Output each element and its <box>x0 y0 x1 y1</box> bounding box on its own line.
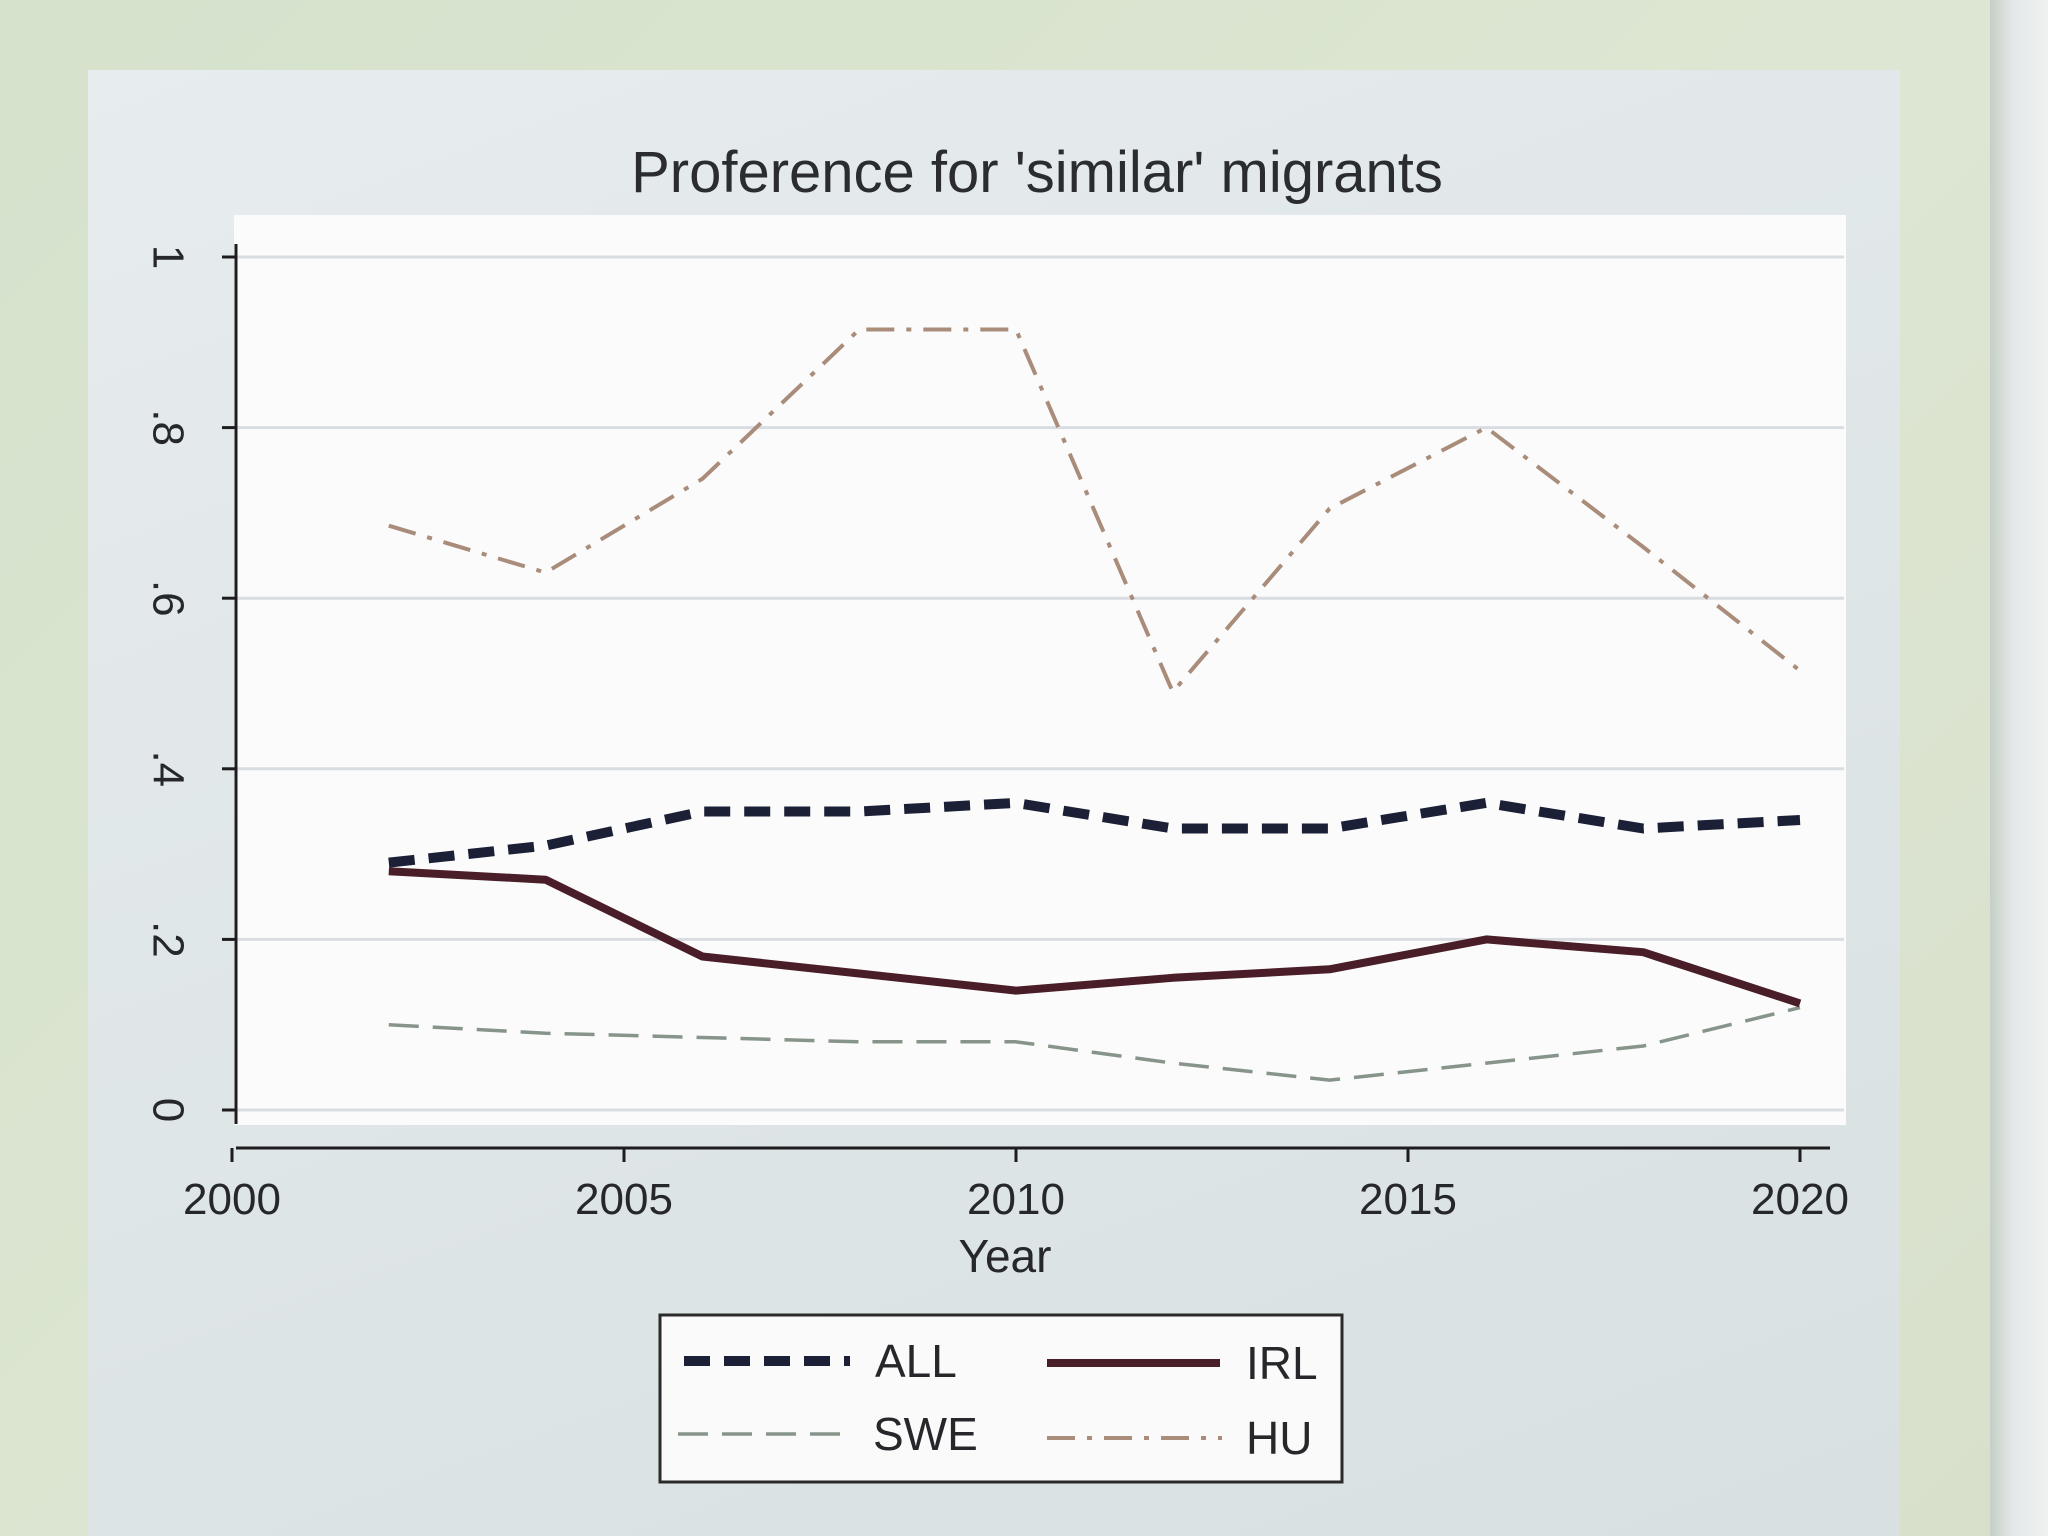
x-tick-label-4: 2020 <box>1751 1175 1849 1224</box>
chart-title: Proference for 'similar' migrants <box>631 140 1443 205</box>
series-lines <box>388 327 1802 1082</box>
legend: ALL IRL SWE HU <box>658 1313 1344 1484</box>
legend-label-hu: HU <box>1246 1412 1312 1464</box>
legend-box <box>658 1313 1344 1484</box>
y-tick-label-1: .2 <box>144 921 193 958</box>
x-axis-title: Year <box>959 1230 1052 1282</box>
y-tick-label-0: 0 <box>144 1098 193 1122</box>
y-tick-label-5: 1 <box>144 245 193 269</box>
y-tick-label-4: .8 <box>144 409 193 446</box>
x-tick-label-0: 2000 <box>183 1175 281 1224</box>
legend-label-swe: SWE <box>873 1408 978 1460</box>
plot-background <box>234 215 1846 1125</box>
y-tick-label-2: .4 <box>144 750 193 787</box>
series-line-irl <box>388 867 1802 1008</box>
grid-lines <box>236 255 1844 1112</box>
x-tick-label-1: 2005 <box>575 1175 673 1224</box>
y-tick-label-3: .6 <box>144 580 193 617</box>
axes <box>222 244 1830 1162</box>
series-line-swe <box>388 1005 1801 1082</box>
x-tick-label-3: 2015 <box>1359 1175 1457 1224</box>
legend-label-all: ALL <box>875 1335 957 1387</box>
x-tick-label-2: 2010 <box>967 1175 1065 1224</box>
series-line-hu <box>388 327 1802 694</box>
screen-edge <box>1990 0 2048 1536</box>
legend-label-irl: IRL <box>1246 1337 1318 1389</box>
tick-labels: 0 .2 .4 .6 .8 1 2000 2005 2010 2015 2020 <box>144 245 1849 1224</box>
